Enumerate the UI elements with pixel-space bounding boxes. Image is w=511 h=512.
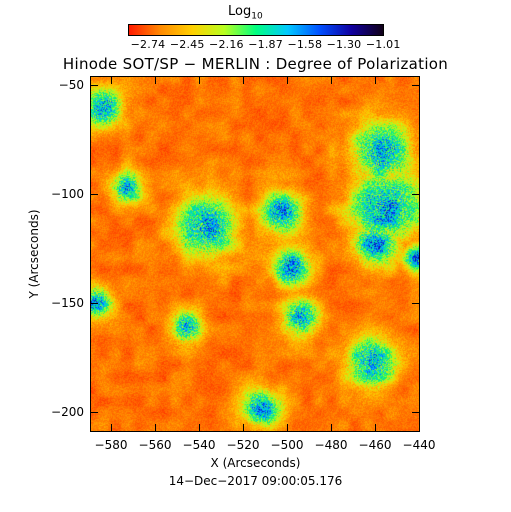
tick-mark xyxy=(111,77,112,84)
tick-mark xyxy=(199,77,200,84)
colorbar-tick-label: −1.87 xyxy=(248,38,283,51)
tick-mark xyxy=(91,85,98,86)
tick-mark xyxy=(331,77,332,84)
tick-mark xyxy=(375,77,376,84)
tick-mark xyxy=(412,303,419,304)
x-tick-label: −500 xyxy=(270,438,304,452)
tick-mark xyxy=(287,77,288,84)
tick-mark xyxy=(287,424,288,431)
tick-mark xyxy=(375,424,376,431)
x-tick-label: −480 xyxy=(314,438,348,452)
y-tick-label: −150 xyxy=(51,296,84,310)
colorbar-tick-label: −2.45 xyxy=(169,38,205,51)
x-tick-label: −440 xyxy=(402,438,436,452)
tick-mark xyxy=(419,77,420,84)
tick-mark xyxy=(111,424,112,431)
polarization-map-image xyxy=(91,77,419,431)
plot-title: Hinode SOT/SP − MERLIN : Degree of Polar… xyxy=(62,55,449,73)
tick-mark xyxy=(419,424,420,431)
colorbar-tick-label: −2.74 xyxy=(130,38,166,51)
polarization-map-frame xyxy=(90,76,420,432)
colorbar-title: Log10 xyxy=(228,4,263,22)
colorbar-tick-label: −1.30 xyxy=(326,38,362,51)
tick-mark xyxy=(412,194,419,195)
x-tick-label: −580 xyxy=(94,438,128,452)
tick-mark xyxy=(243,424,244,431)
tick-mark xyxy=(331,424,332,431)
x-axis-label: X (Arcseconds) xyxy=(210,456,301,470)
tick-mark xyxy=(199,424,200,431)
y-tick-label: −100 xyxy=(51,187,84,201)
tick-mark xyxy=(412,85,419,86)
tick-mark xyxy=(155,424,156,431)
colorbar-tick-label: −1.01 xyxy=(365,38,401,51)
observation-timestamp: 14−Dec−2017 09:00:05.176 xyxy=(168,474,343,488)
colorbar-tick-label: −2.16 xyxy=(209,38,244,51)
colorbar-tick-label: −1.58 xyxy=(287,38,323,51)
tick-mark xyxy=(412,412,419,413)
tick-mark xyxy=(91,412,98,413)
tick-mark xyxy=(243,77,244,84)
x-tick-label: −540 xyxy=(182,438,216,452)
y-tick-label: −50 xyxy=(58,78,84,92)
colorbar xyxy=(128,24,384,36)
tick-mark xyxy=(91,194,98,195)
x-tick-label: −460 xyxy=(358,438,392,452)
y-axis-label: Y (Arcseconds) xyxy=(27,209,41,299)
tick-mark xyxy=(155,77,156,84)
y-tick-label: −200 xyxy=(51,405,84,419)
x-tick-label: −520 xyxy=(226,438,260,452)
tick-mark xyxy=(91,303,98,304)
x-tick-label: −560 xyxy=(138,438,172,452)
